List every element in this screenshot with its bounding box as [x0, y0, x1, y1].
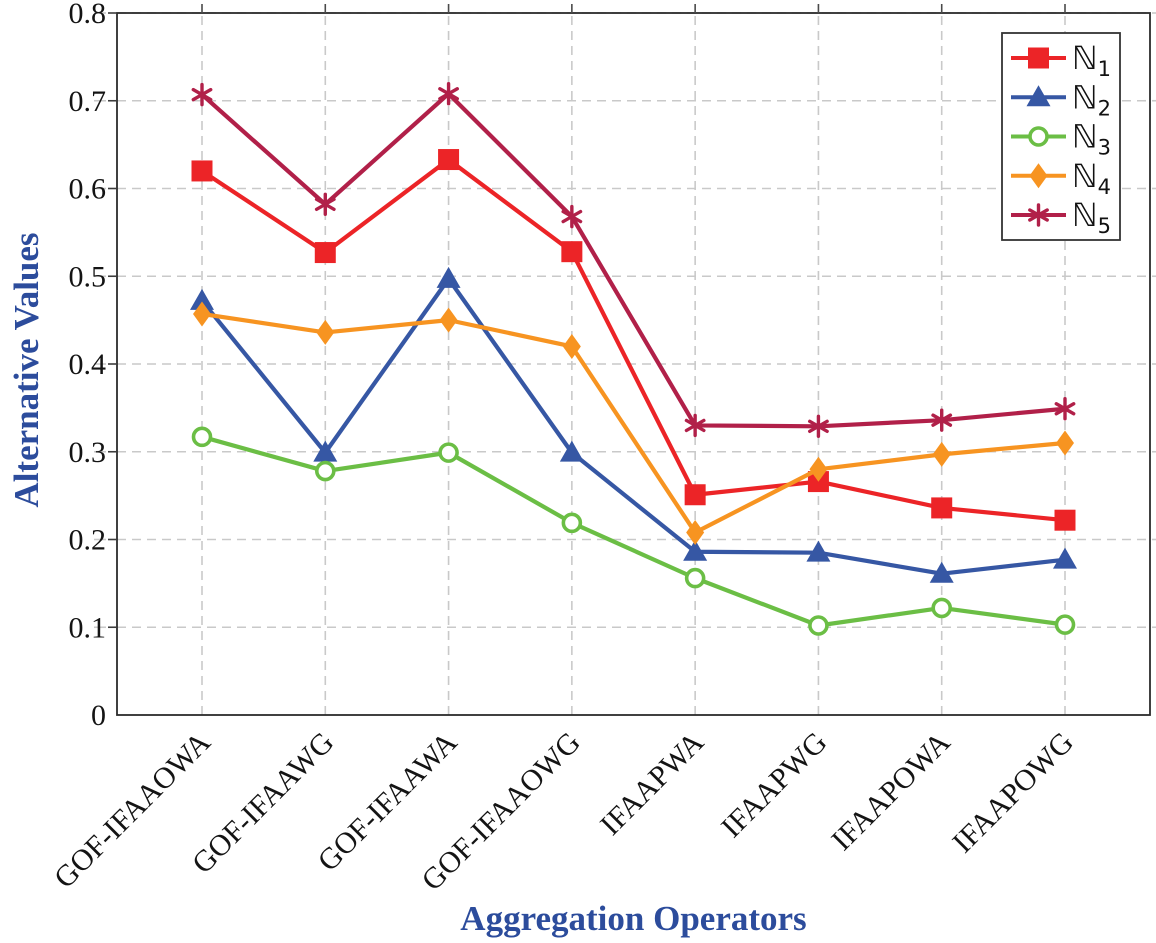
marker-N4 — [809, 456, 828, 482]
legend-marker-N5 — [1028, 203, 1049, 227]
marker-N5 — [684, 413, 706, 438]
legend-marker-N3 — [1028, 126, 1049, 147]
x-tick-label: GOF-IFAAOWA — [48, 725, 217, 894]
marker-N5 — [1054, 397, 1076, 421]
marker-N2 — [1053, 547, 1077, 569]
marker-N4 — [562, 333, 581, 359]
marker-N5 — [808, 414, 829, 439]
legend-entry-N3: ℕ3 — [1011, 118, 1111, 160]
x-tick-label: IFAAPWG — [715, 726, 833, 844]
marker-N5 — [931, 408, 953, 432]
series-line-N3 — [201, 434, 1066, 628]
y-tick-label: 0.8 — [69, 0, 107, 30]
marker-N1 — [684, 484, 706, 506]
marker-N3 — [438, 442, 459, 463]
marker-N3 — [684, 567, 706, 589]
legend-entry-N1: ℕ1 — [1011, 39, 1111, 81]
marker-N4 — [1056, 430, 1074, 456]
marker-N4 — [932, 441, 951, 467]
y-tick-label: 0.6 — [69, 173, 107, 206]
x-tick-label: IFAAPWA — [594, 725, 710, 841]
marker-N1 — [931, 497, 953, 519]
marker-N2 — [559, 440, 584, 462]
marker-N2 — [313, 440, 338, 462]
marker-N2 — [190, 288, 214, 310]
marker-N3 — [314, 460, 336, 482]
marker-N3 — [191, 426, 213, 448]
y-tick-label: 0.5 — [69, 260, 107, 293]
series-N4 — [193, 301, 1074, 545]
x-tick-label: IFAAPOWG — [946, 726, 1080, 860]
marker-N1 — [1054, 509, 1076, 531]
y-tick-label: 0.4 — [69, 348, 107, 381]
marker-N4 — [686, 519, 705, 545]
marker-N1 — [561, 241, 583, 263]
marker-N3 — [931, 597, 953, 619]
marker-N1 — [314, 242, 336, 264]
series-N5 — [191, 82, 1076, 439]
legend-marker-N2 — [1026, 85, 1051, 107]
marker-N2 — [806, 540, 831, 562]
marker-N5 — [561, 204, 583, 229]
legend-marker-N1 — [1028, 47, 1049, 69]
marker-N5 — [191, 82, 213, 107]
marker-N3 — [1054, 614, 1076, 635]
series-N3 — [191, 426, 1076, 636]
legend-entry-N5: ℕ5 — [1011, 196, 1111, 238]
marker-N2 — [683, 539, 708, 561]
legend-entry-N2: ℕ2 — [1011, 78, 1111, 120]
marker-N2 — [436, 266, 461, 288]
marker-N3 — [561, 512, 583, 534]
marker-N5 — [438, 82, 459, 106]
y-tick-label: 0.1 — [69, 611, 107, 644]
series-line-N1 — [200, 157, 1066, 523]
legend-label-N5: ℕ5 — [1072, 196, 1111, 238]
legend-label-N1: ℕ1 — [1072, 39, 1111, 81]
y-tick-label: 0.2 — [69, 524, 107, 557]
marker-N4 — [316, 319, 335, 345]
marker-N4 — [193, 301, 211, 327]
marker-N2 — [929, 561, 954, 583]
legend-marker-N4 — [1029, 163, 1048, 189]
legend-label-N2: ℕ2 — [1072, 78, 1111, 120]
y-tick-labels: 0 0.1 0.2 0.3 0.4 0.5 0.6 0.7 0.8 — [69, 0, 107, 732]
axes-frame — [108, 4, 1151, 716]
series-line-N2 — [200, 276, 1066, 576]
y-tick-label: 0.3 — [69, 436, 107, 469]
legend-entry-N4: ℕ4 — [1011, 157, 1111, 199]
series-line-N4 — [201, 311, 1066, 535]
marker-N3 — [808, 615, 829, 636]
marker-N1 — [191, 160, 213, 182]
marker-N4 — [439, 307, 458, 333]
series-N2 — [190, 266, 1077, 583]
series-line-N5 — [200, 91, 1066, 429]
x-tick-labels: GOF-IFAAOWAGOF-IFAAWGGOF-IFAAWAGOF-IFAAO… — [48, 725, 1080, 897]
y-tick-label: 0 — [91, 699, 106, 732]
y-tick-label: 0.7 — [69, 85, 107, 118]
y-axis-title: Alternative Values — [7, 232, 46, 508]
x-tick-label: IFAAPOWA — [825, 725, 957, 857]
marker-N5 — [314, 192, 336, 216]
legend-label-N4: ℕ4 — [1072, 157, 1111, 199]
marker-N1 — [438, 149, 460, 171]
legend-label-N3: ℕ3 — [1072, 118, 1111, 160]
x-axis-title: Aggregation Operators — [460, 899, 807, 938]
